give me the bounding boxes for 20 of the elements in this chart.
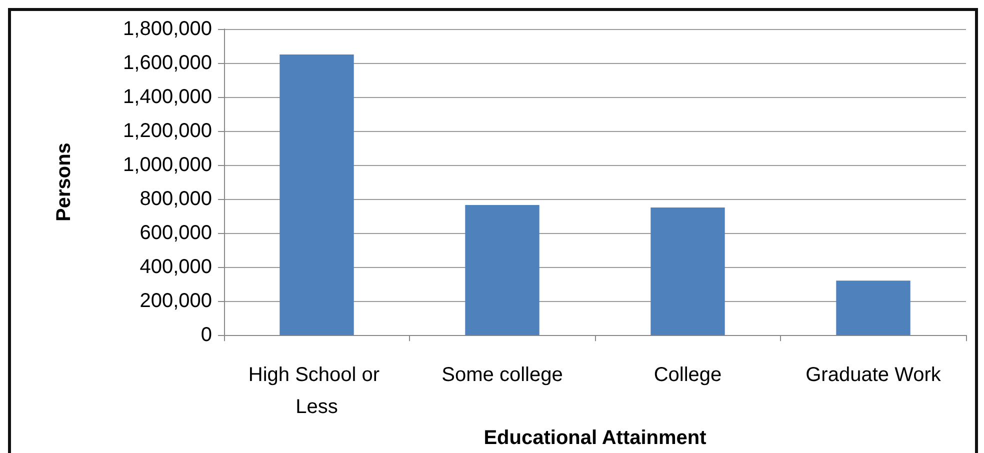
x-tick-label: Some college — [442, 364, 563, 386]
bar — [836, 280, 910, 336]
x-tick-label: High School or Less — [248, 364, 386, 418]
x-tick-label: College — [654, 364, 722, 386]
y-tick-label: 400,000 — [140, 256, 212, 278]
y-tick-label: 0 — [200, 324, 212, 346]
y-axis-title: Persons — [53, 142, 75, 222]
y-tick-label: 1,800,000 — [123, 18, 212, 40]
x-axis-title: Educational Attainment — [484, 427, 707, 449]
bar — [650, 208, 725, 336]
y-tick-label: 1,400,000 — [123, 86, 212, 108]
y-tick-label: 200,000 — [140, 290, 212, 312]
y-tick-label: 1,200,000 — [123, 120, 212, 142]
y-tick-label: 1,000,000 — [123, 154, 212, 176]
y-tick-label: 600,000 — [140, 222, 212, 244]
y-tick-label: 800,000 — [140, 188, 212, 210]
y-tick-label: 1,600,000 — [123, 52, 212, 74]
x-tick-label: Graduate Work — [806, 364, 942, 386]
bar — [280, 54, 354, 336]
bar — [465, 205, 540, 336]
